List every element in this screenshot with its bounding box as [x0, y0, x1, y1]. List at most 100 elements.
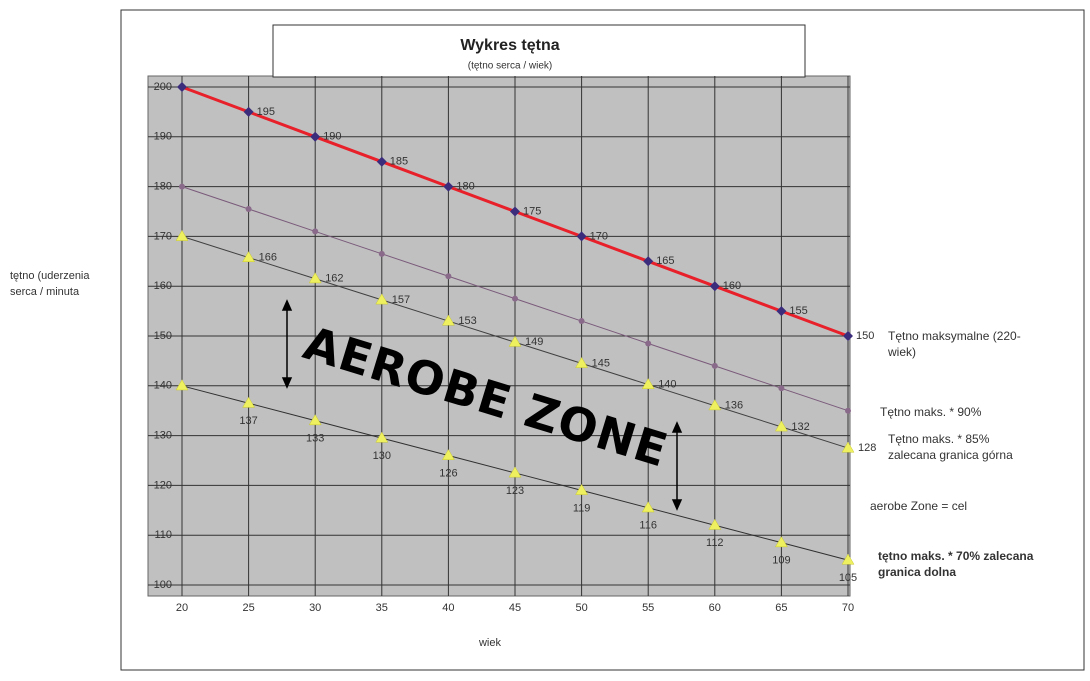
marker — [245, 206, 252, 213]
x-axis-label: wiek — [478, 637, 502, 649]
data-label: 133 — [306, 433, 324, 445]
marker — [445, 273, 452, 280]
marker — [179, 183, 185, 190]
data-label: 132 — [791, 421, 809, 433]
data-label: 130 — [373, 450, 391, 462]
marker — [776, 306, 787, 317]
y-tick-label: 120 — [154, 479, 172, 491]
marker — [510, 206, 520, 217]
arrow-head — [671, 421, 683, 433]
marker — [575, 483, 589, 495]
data-label: 160 — [723, 280, 741, 292]
marker — [378, 250, 385, 257]
data-label: 195 — [257, 106, 275, 118]
data-label: 185 — [390, 156, 408, 168]
x-tick-label: 30 — [309, 602, 321, 614]
chart-subtitle: (tętno serca / wiek) — [468, 61, 552, 72]
arrows — [281, 299, 683, 511]
marker — [708, 399, 722, 411]
x-tick-label: 45 — [509, 602, 521, 614]
marker — [175, 229, 189, 241]
marker — [441, 449, 455, 460]
marker — [575, 356, 589, 368]
data-label: 190 — [323, 131, 341, 143]
x-tick-label: 55 — [642, 602, 654, 614]
x-tick-label: 25 — [242, 602, 254, 614]
marker — [641, 378, 655, 390]
data-label: 116 — [639, 520, 657, 532]
data-label: 136 — [725, 400, 743, 412]
marker — [641, 501, 655, 513]
data-label: 155 — [789, 305, 807, 317]
arrow-head — [281, 377, 293, 389]
marker — [308, 414, 322, 426]
data-label: 149 — [525, 336, 543, 348]
data-label: 153 — [458, 315, 476, 327]
marker — [312, 228, 319, 235]
x-tick-label: 50 — [575, 602, 587, 614]
marker — [310, 131, 321, 142]
y-tick-label: 170 — [154, 230, 172, 242]
data-label: 123 — [506, 485, 524, 497]
y-tick-label: 160 — [154, 280, 172, 292]
marker — [841, 553, 855, 565]
marker — [709, 281, 720, 292]
marker — [841, 441, 855, 453]
data-label: 112 — [706, 537, 724, 549]
data-label: 119 — [573, 502, 591, 514]
marker — [778, 385, 785, 392]
data-label: 128 — [858, 442, 876, 454]
x-tick-label: 65 — [775, 602, 787, 614]
marker — [711, 362, 718, 369]
chart-title: Wykres tętna — [460, 37, 559, 54]
marker — [375, 431, 389, 443]
y-tick-label: 150 — [154, 330, 172, 342]
data-label: 162 — [325, 273, 343, 285]
plot: 100 110 120 130 140 150 160 170 180 190 200 20 25 30 3… — [148, 76, 876, 614]
y-axis-label: tętno (uderzenia serca / minuta — [10, 270, 90, 298]
marker — [242, 251, 256, 263]
data-label: 145 — [592, 357, 610, 369]
series-name: Tętno maks. * 90% — [880, 404, 982, 419]
series-name: Tętno maks. * 85% zalecana granica górna — [888, 432, 1013, 463]
y-tick-label: 130 — [154, 430, 172, 442]
y-tick-label: 200 — [154, 81, 172, 93]
data-label: 126 — [439, 467, 457, 479]
marker — [308, 272, 322, 284]
x-tick-label: 70 — [842, 602, 854, 614]
marker — [708, 518, 722, 530]
series-name: Tętno maksymalne (220-wiek) — [888, 329, 1021, 359]
data-label: 157 — [392, 294, 410, 306]
arrow-head — [281, 299, 293, 311]
data-label: 180 — [456, 181, 474, 193]
x-tick-label: 40 — [442, 602, 454, 614]
data-label: 137 — [239, 415, 257, 427]
y-tick-label: 110 — [154, 529, 172, 541]
marker — [443, 181, 454, 192]
marker — [576, 231, 587, 242]
marker — [774, 420, 788, 432]
marker — [243, 106, 254, 117]
x-tick-label: 60 — [709, 602, 721, 614]
marker — [175, 379, 189, 391]
data-label: 165 — [656, 255, 674, 267]
data-label: 170 — [590, 230, 608, 242]
series-name: tętno maks. * 70% zalecana granica dolna — [878, 549, 1034, 580]
x-tick-label: 35 — [376, 602, 388, 614]
marker — [242, 396, 256, 408]
y-tick-label: 190 — [154, 131, 172, 143]
marker — [177, 82, 187, 92]
frame — [120, 9, 1085, 671]
marker — [508, 466, 522, 478]
marker — [845, 407, 851, 414]
data-label: 140 — [658, 378, 676, 390]
marker — [643, 256, 654, 267]
data-label: 109 — [772, 555, 790, 567]
marker — [376, 156, 387, 167]
annotation: aerobe Zone = cel — [870, 499, 967, 513]
arrow-head — [671, 499, 683, 511]
data-label: 105 — [839, 572, 857, 584]
y-tick-label: 180 — [154, 181, 172, 193]
